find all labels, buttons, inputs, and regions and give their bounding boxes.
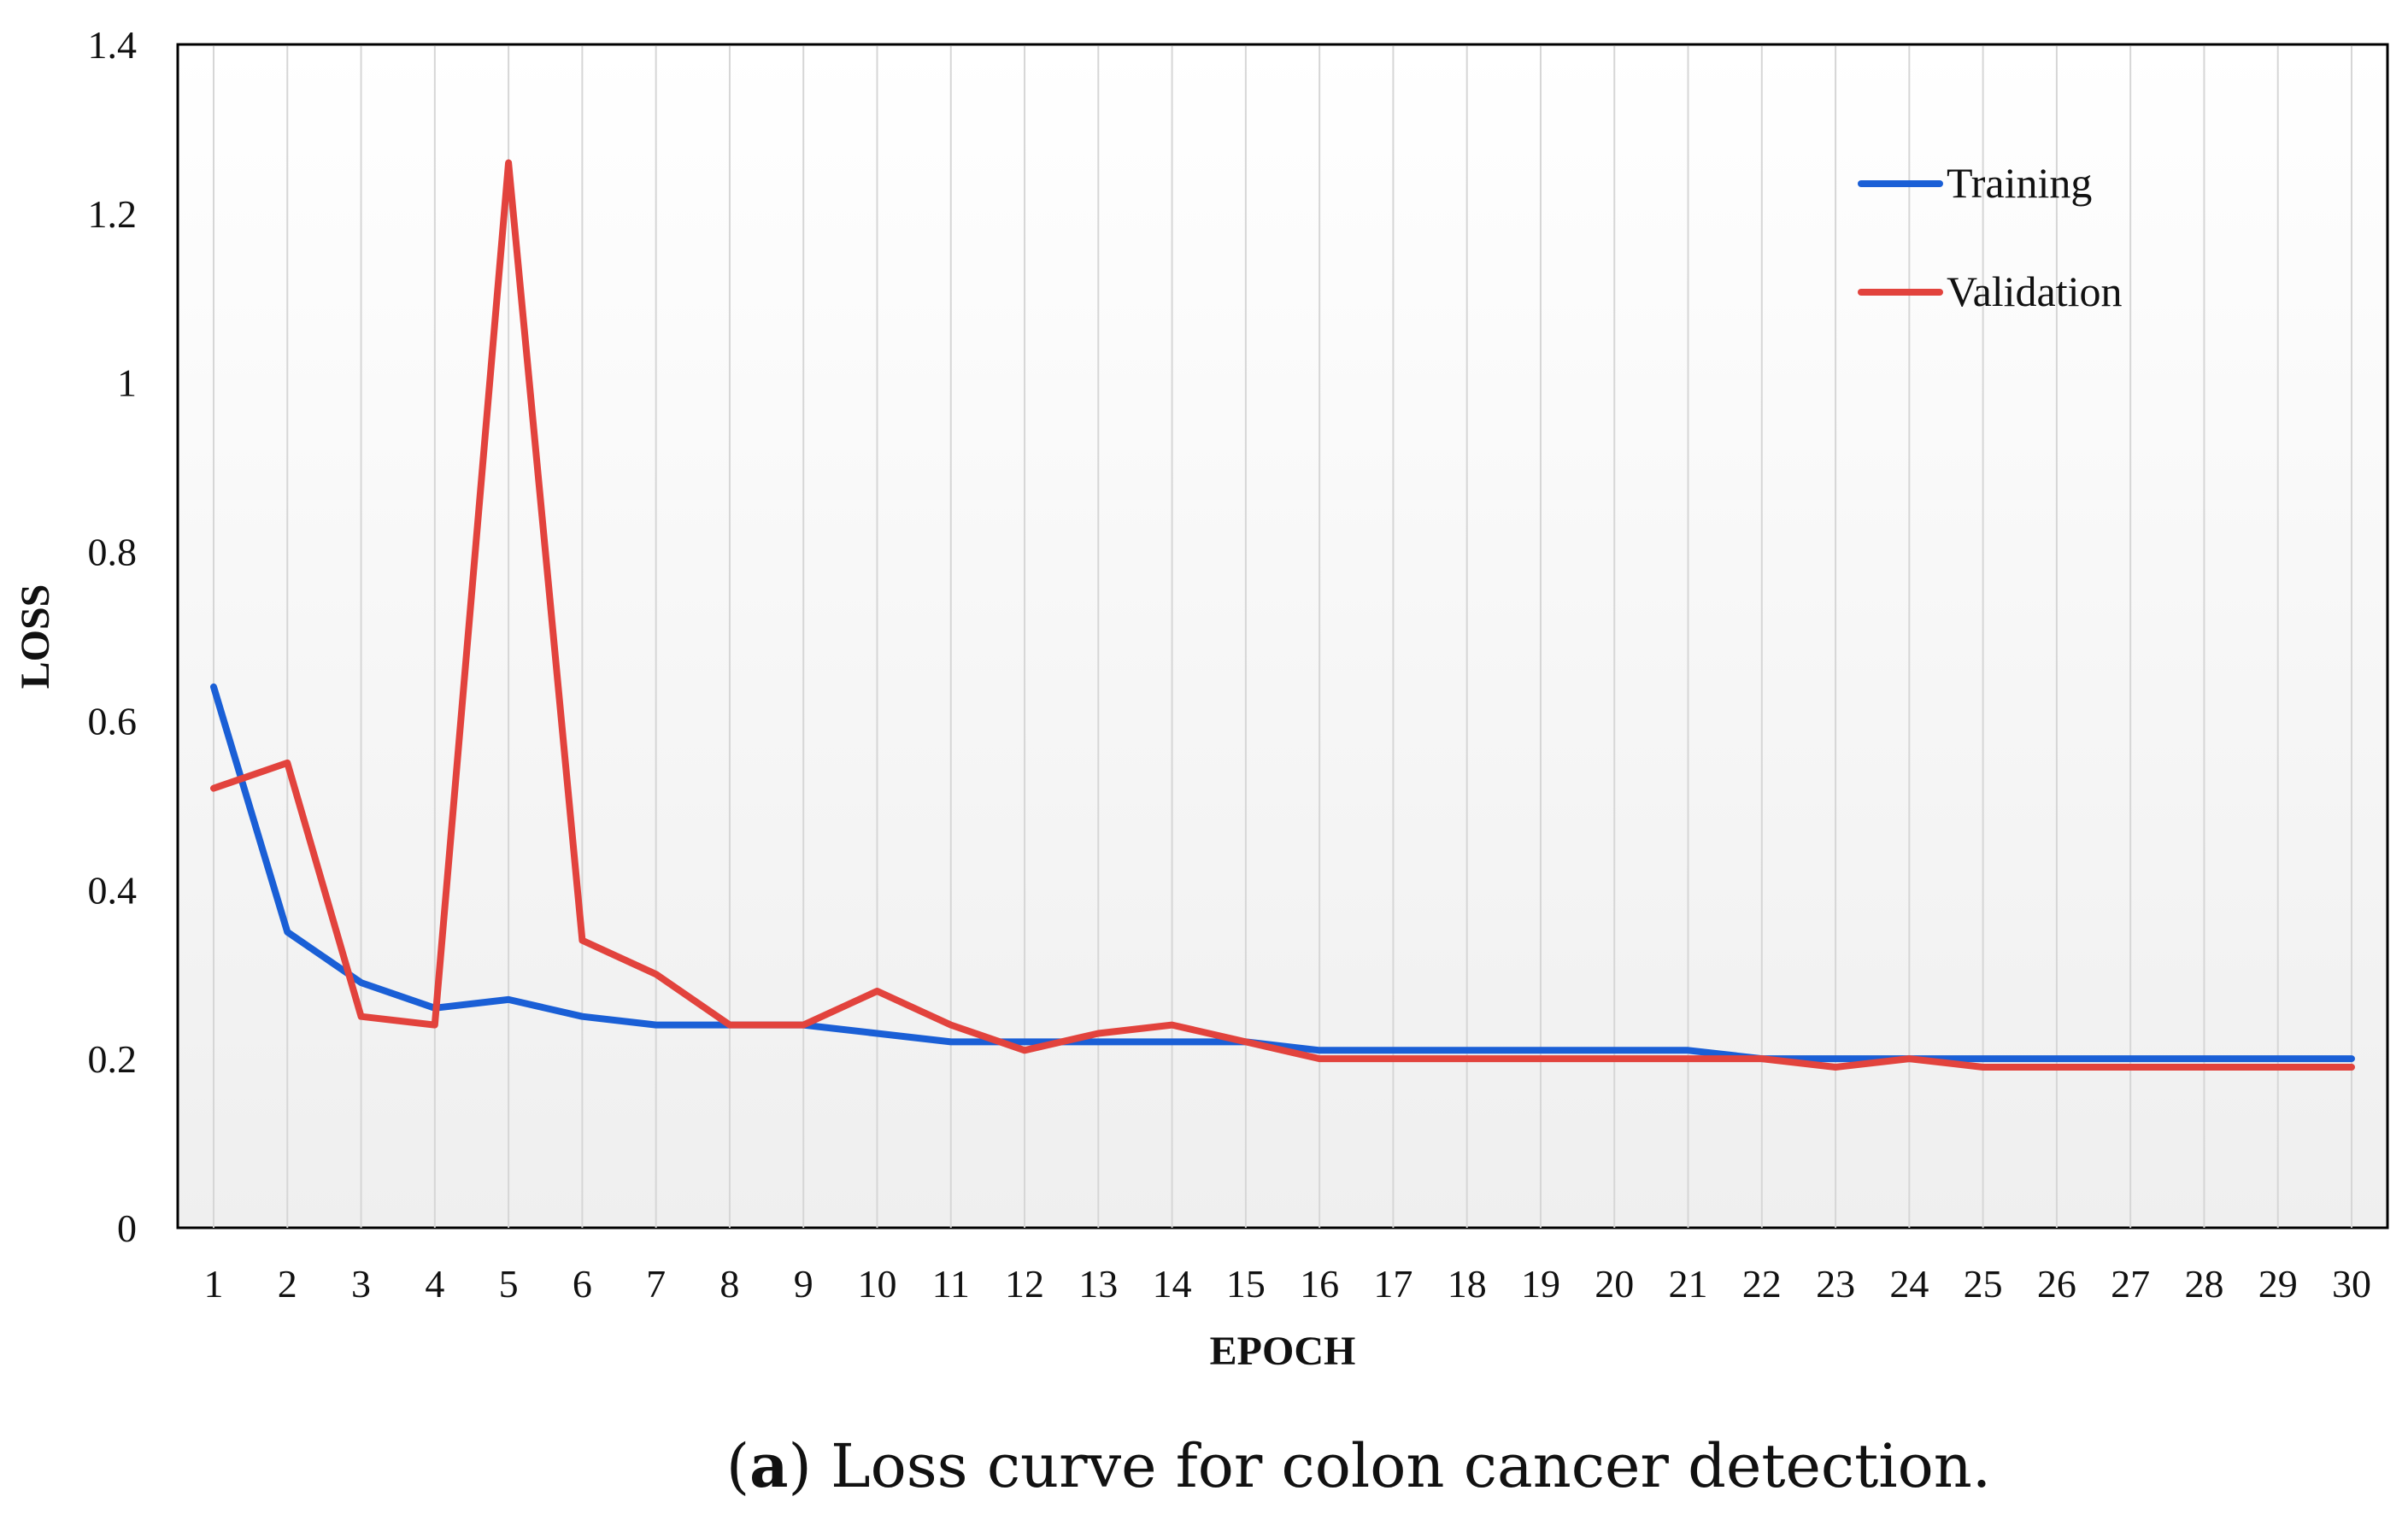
y-tick-label: 1.4 bbox=[88, 23, 138, 67]
y-tick-label: 1.2 bbox=[88, 192, 138, 236]
legend-label-training: Training bbox=[1947, 159, 2092, 207]
x-tick-label: 2 bbox=[278, 1262, 297, 1306]
legend: Training Validation bbox=[1858, 159, 2123, 315]
y-tick-label: 0 bbox=[117, 1206, 137, 1250]
x-axis-ticks: 1 2 3 4 5 6 7 8 9 10 11 12 13 14 15 16 17 18 19 20 21 22 23 24 2… bbox=[204, 1262, 2372, 1306]
x-tick-label: 25 bbox=[1964, 1262, 2003, 1306]
x-tick-label: 30 bbox=[2332, 1262, 2371, 1306]
x-tick-label: 5 bbox=[499, 1262, 519, 1306]
x-tick-label: 18 bbox=[1448, 1262, 1487, 1306]
y-tick-label: 0.2 bbox=[88, 1037, 138, 1081]
caption-text: Loss curve for colon cancer detection. bbox=[812, 1431, 1991, 1501]
series-line-training bbox=[210, 683, 2355, 1063]
x-tick-label: 15 bbox=[1226, 1262, 1266, 1306]
x-tick-label: 11 bbox=[932, 1262, 970, 1306]
x-tick-label: 8 bbox=[719, 1262, 739, 1306]
caption-paren-close: ) bbox=[789, 1431, 812, 1501]
y-tick-label: 0.4 bbox=[88, 868, 138, 912]
x-tick-label: 29 bbox=[2258, 1262, 2298, 1306]
x-tick-label: 3 bbox=[351, 1262, 371, 1306]
x-tick-label: 19 bbox=[1521, 1262, 1560, 1306]
caption-paren-open: ( bbox=[726, 1431, 749, 1501]
x-tick-label: 21 bbox=[1669, 1262, 1708, 1306]
x-tick-label: 23 bbox=[1816, 1262, 1855, 1306]
x-tick-label: 17 bbox=[1373, 1262, 1412, 1306]
y-axis-ticks: 0 0.2 0.4 0.6 0.8 1 1.2 1.4 bbox=[88, 23, 138, 1250]
legend-label-validation: Validation bbox=[1947, 267, 2123, 315]
x-tick-label: 7 bbox=[646, 1262, 666, 1306]
y-tick-label: 1 bbox=[117, 361, 137, 405]
x-tick-label: 10 bbox=[857, 1262, 896, 1306]
y-axis-title: LOSS bbox=[13, 584, 58, 690]
series-lines bbox=[210, 159, 2355, 1071]
x-tick-label: 14 bbox=[1153, 1262, 1192, 1306]
plot-area bbox=[176, 43, 2389, 1229]
grid-lines bbox=[213, 46, 2352, 1228]
x-tick-label: 16 bbox=[1300, 1262, 1339, 1306]
series-line-validation bbox=[210, 159, 2355, 1071]
x-axis-title: EPOCH bbox=[1210, 1329, 1356, 1374]
x-tick-label: 1 bbox=[204, 1262, 224, 1306]
x-tick-label: 20 bbox=[1595, 1262, 1634, 1306]
x-tick-label: 27 bbox=[2111, 1262, 2150, 1306]
y-tick-label: 0.8 bbox=[88, 531, 138, 574]
x-tick-label: 26 bbox=[2037, 1262, 2076, 1306]
figure-caption: (a) Loss curve for colon cancer detectio… bbox=[726, 1430, 1991, 1501]
x-tick-label: 6 bbox=[573, 1262, 592, 1306]
x-tick-label: 13 bbox=[1078, 1262, 1118, 1306]
x-tick-label: 28 bbox=[2184, 1262, 2223, 1306]
y-tick-label: 0.6 bbox=[88, 699, 138, 742]
x-tick-label: 12 bbox=[1005, 1262, 1044, 1306]
x-tick-label: 4 bbox=[425, 1262, 444, 1306]
x-tick-label: 22 bbox=[1742, 1262, 1782, 1306]
x-tick-label: 9 bbox=[794, 1262, 813, 1306]
caption-label: a bbox=[749, 1430, 788, 1501]
x-tick-label: 24 bbox=[1889, 1262, 1929, 1306]
